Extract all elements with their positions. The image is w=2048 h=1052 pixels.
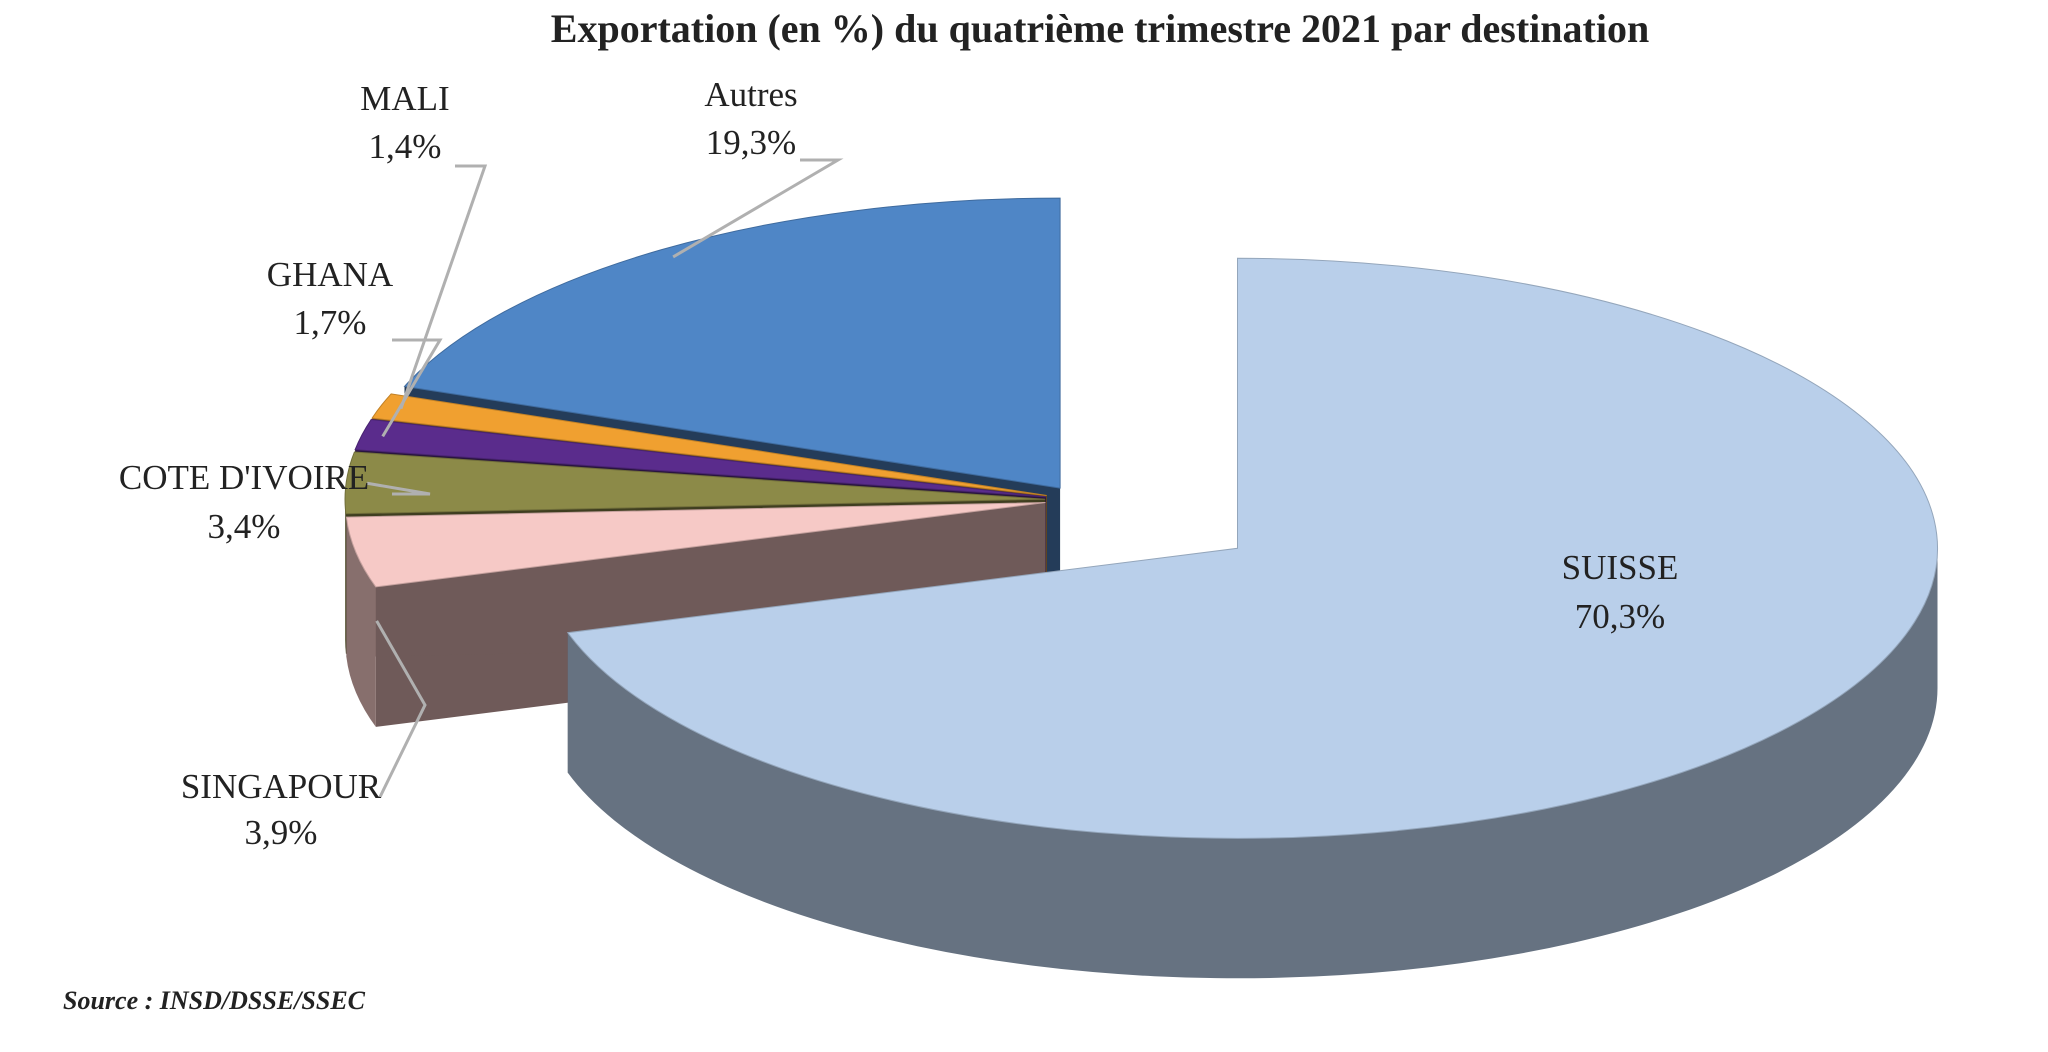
pie [344, 197, 1938, 979]
leader-line [375, 620, 427, 798]
chart-title: Exportation (en %) du quatrième trimestr… [551, 6, 1649, 51]
slice-value-label: 70,3% [1575, 597, 1665, 636]
slice-side [345, 499, 346, 654]
slice [345, 502, 1046, 588]
slice [403, 197, 1061, 489]
source-note: Source : INSD/DSSE/SSEC [63, 986, 366, 1015]
slice-value-label: 3,9% [245, 813, 318, 852]
leader-line [399, 164, 488, 410]
leader-line [672, 158, 844, 259]
slice-value-label: 1,7% [294, 303, 367, 342]
slice [371, 393, 1047, 496]
slice-label: Autres [704, 75, 797, 114]
slice-label: COTE D'IVOIRE [119, 458, 369, 497]
slice-label: SUISSE [1562, 548, 1679, 587]
slice-label: SINGAPOUR [181, 767, 382, 806]
slice [354, 418, 1046, 498]
slice [566, 257, 1938, 839]
slice [344, 451, 1046, 515]
slice-side [346, 517, 376, 727]
leader-line [366, 481, 431, 496]
slice-label: GHANA [267, 255, 394, 294]
slice-label: MALI [360, 79, 449, 118]
slice-value-label: 3,4% [208, 507, 281, 546]
slice-side [567, 548, 1938, 979]
slice-value-label: 1,4% [369, 127, 442, 166]
slice-value-label: 19,3% [706, 123, 796, 162]
